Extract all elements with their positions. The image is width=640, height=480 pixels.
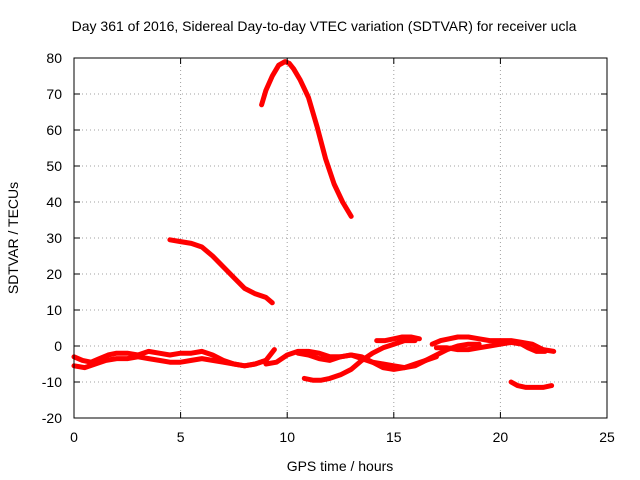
y-tick-label: 0 bbox=[54, 338, 62, 354]
x-tick-label: 10 bbox=[279, 429, 295, 445]
x-tick-label: 5 bbox=[177, 429, 185, 445]
y-tick-label: 10 bbox=[46, 302, 62, 318]
y-tick-label: 40 bbox=[46, 194, 62, 210]
x-tick-label: 20 bbox=[493, 429, 509, 445]
series-line-arc-b bbox=[71, 347, 277, 371]
y-tick-label: 70 bbox=[46, 86, 62, 102]
y-tick-labels: -20 -10 0 10 20 30 40 50 60 70 80 bbox=[42, 50, 62, 426]
y-axis-label: SDTVAR / TECUs bbox=[5, 182, 21, 294]
x-tick-labels: 0 5 10 15 20 25 bbox=[70, 429, 615, 445]
series-line-arc-f bbox=[374, 334, 422, 344]
x-tick-label: 25 bbox=[599, 429, 615, 445]
chart-title: Day 361 of 2016, Sidereal Day-to-day VTE… bbox=[72, 18, 577, 34]
series-line-arc-e bbox=[301, 338, 418, 383]
y-tick-label: 80 bbox=[46, 50, 62, 66]
y-tick-label: -10 bbox=[42, 374, 62, 390]
y-tick-label: 20 bbox=[46, 266, 62, 282]
data-series bbox=[71, 59, 557, 390]
y-tick-label: -20 bbox=[42, 410, 62, 426]
series-line-arc-i bbox=[508, 379, 555, 390]
series-line-arc-h bbox=[433, 339, 548, 354]
axis-ticks bbox=[73, 57, 608, 419]
series-line-arc-g bbox=[429, 334, 557, 354]
y-tick-label: 60 bbox=[46, 122, 62, 138]
series-line-arc-peak bbox=[259, 59, 354, 219]
x-axis-label: GPS time / hours bbox=[287, 458, 394, 474]
x-tick-label: 0 bbox=[70, 429, 78, 445]
x-tick-label: 15 bbox=[386, 429, 402, 445]
series-line-arc-descending bbox=[167, 237, 275, 306]
y-tick-label: 50 bbox=[46, 158, 62, 174]
y-tick-label: 30 bbox=[46, 230, 62, 246]
